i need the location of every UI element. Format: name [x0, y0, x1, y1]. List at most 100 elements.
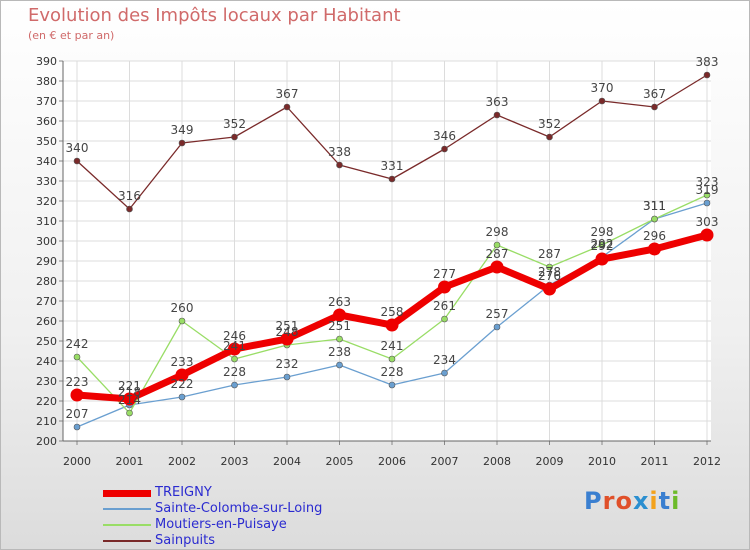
data-label: 251: [276, 319, 299, 333]
data-point: [543, 282, 556, 296]
data-point: [231, 381, 238, 389]
data-point: [546, 133, 553, 141]
data-label: 260: [171, 301, 194, 315]
data-point: [648, 242, 661, 256]
logo-letter: r: [602, 487, 616, 515]
data-point: [441, 315, 448, 323]
data-label: 370: [591, 81, 614, 95]
data-point: [231, 133, 238, 141]
x-tick-label: 2003: [221, 455, 249, 468]
data-label: 218: [118, 385, 141, 399]
data-label: 292: [591, 239, 614, 253]
data-label: 316: [118, 189, 141, 203]
x-tick-label: 2001: [116, 455, 144, 468]
data-point: [175, 368, 189, 382]
y-tick-label: 350: [36, 135, 57, 148]
y-tick-label: 380: [36, 75, 57, 88]
data-label: 338: [328, 145, 351, 159]
legend-item: Sainpuits: [103, 533, 403, 549]
data-label: 292: [591, 237, 614, 251]
data-label: 363: [486, 95, 509, 109]
data-label: 246: [223, 329, 246, 343]
proxiti-logo: Proxiti: [584, 487, 680, 515]
y-tick-label: 240: [36, 355, 57, 368]
legend-label: Sainte-Colombe-sur-Loing: [155, 501, 323, 516]
data-label: 257: [486, 307, 509, 321]
data-point: [336, 361, 343, 369]
legend-item: Moutiers-en-Puisaye: [103, 517, 403, 533]
y-tick-label: 370: [36, 95, 57, 108]
data-label: 323: [696, 175, 719, 189]
data-label: 228: [223, 365, 246, 379]
data-point: [703, 71, 711, 79]
legend-label: Sainpuits: [155, 533, 216, 548]
legend: TREIGNY Sainte-Colombe-sur-Loing Moutiers-…: [103, 485, 403, 549]
data-point: [651, 215, 658, 223]
y-tick-label: 340: [36, 155, 57, 168]
data-label: 207: [66, 407, 89, 421]
data-label: 276: [538, 269, 561, 283]
legend-item: Sainte-Colombe-sur-Loing: [103, 501, 403, 517]
data-label: 263: [328, 295, 351, 309]
data-label: 367: [276, 87, 299, 101]
data-label: 258: [381, 305, 404, 319]
data-point: [178, 139, 186, 147]
y-tick-label: 330: [36, 175, 57, 188]
y-tick-label: 200: [36, 435, 57, 448]
legend-swatch: [103, 489, 151, 497]
data-point: [703, 199, 711, 207]
x-tick-label: 2009: [536, 455, 564, 468]
data-label: 298: [591, 225, 614, 239]
data-label: 261: [433, 299, 456, 313]
data-label: 214: [118, 393, 141, 407]
data-label: 241: [223, 339, 246, 353]
data-label: 277: [433, 267, 456, 281]
data-point: [490, 260, 504, 274]
data-label: 238: [328, 345, 351, 359]
data-label: 311: [643, 199, 666, 213]
y-tick-label: 300: [36, 235, 57, 248]
data-point: [178, 317, 186, 325]
data-point: [73, 157, 81, 165]
logo-letter: i: [671, 487, 681, 515]
data-point: [126, 205, 133, 213]
data-label: 296: [643, 229, 666, 243]
data-label: 278: [538, 265, 561, 279]
data-point: [441, 145, 448, 153]
data-point: [336, 335, 343, 343]
data-label: 287: [538, 247, 561, 261]
x-tick-label: 2011: [641, 455, 669, 468]
data-point: [283, 103, 291, 111]
data-label: 367: [643, 87, 666, 101]
y-tick-label: 260: [36, 315, 57, 328]
y-tick-label: 210: [36, 415, 57, 428]
data-label: 233: [171, 355, 194, 369]
data-point: [438, 280, 451, 294]
data-point: [595, 252, 609, 266]
data-label: 349: [171, 123, 194, 137]
legend-item: TREIGNY: [103, 485, 403, 501]
data-label: 352: [223, 117, 246, 131]
x-tick-label: 2012: [693, 455, 721, 468]
data-point: [598, 97, 606, 105]
x-tick-label: 2008: [483, 455, 511, 468]
y-tick-label: 280: [36, 275, 57, 288]
logo-letter: P: [584, 487, 603, 515]
data-point: [280, 332, 294, 346]
x-tick-label: 2007: [431, 455, 459, 468]
data-label: 287: [486, 247, 509, 261]
data-point: [441, 369, 448, 377]
x-tick-label: 2006: [378, 455, 406, 468]
data-label: 234: [433, 353, 456, 367]
x-tick-label: 2010: [588, 455, 616, 468]
chart-title: Evolution des Impôts locaux par Habitant: [28, 5, 401, 26]
logo-letter: i: [649, 487, 659, 515]
data-label: 340: [66, 141, 89, 155]
data-label: 242: [66, 337, 89, 351]
data-point: [493, 323, 501, 331]
data-label: 303: [696, 215, 719, 229]
logo-letter: x: [632, 487, 650, 515]
data-point: [546, 263, 553, 271]
